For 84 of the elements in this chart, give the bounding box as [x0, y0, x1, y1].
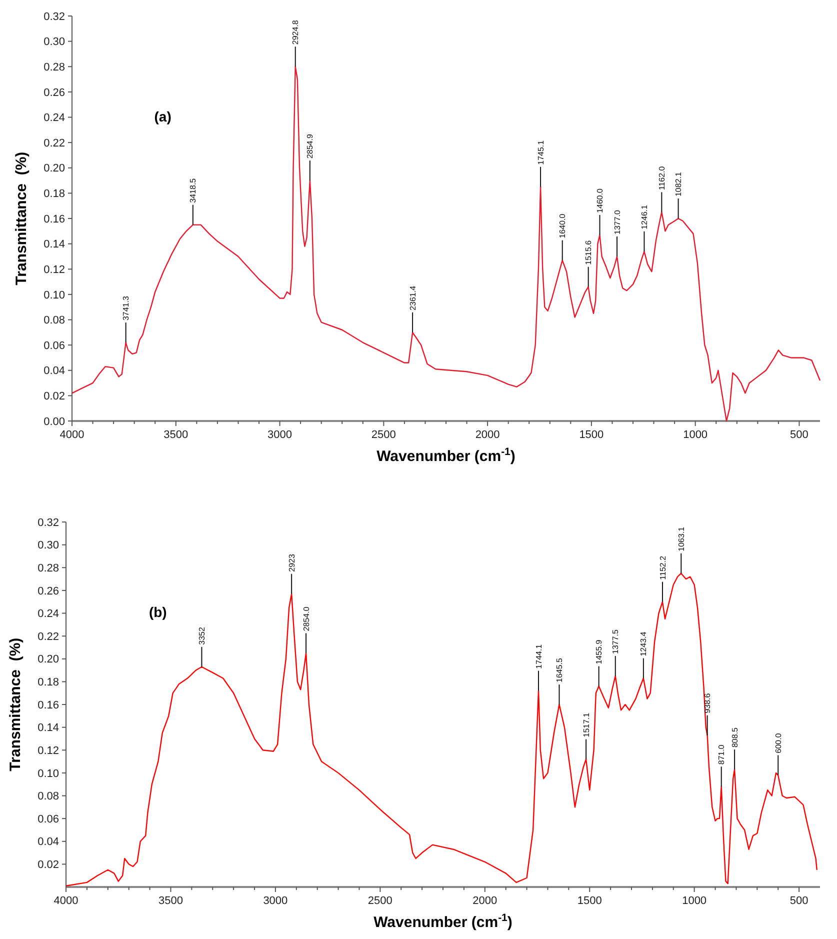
x-tick-label: 1000: [683, 429, 708, 441]
x-tick-label: 4000: [54, 895, 78, 907]
y-tick-label: 0.14: [44, 238, 65, 251]
annotation: 1377.0: [612, 209, 622, 234]
x-tick-label: 1000: [682, 895, 707, 907]
y-tick-label: 0.02: [38, 859, 59, 872]
y-tick-label: 0.32: [44, 10, 65, 23]
annotation: 2854.0: [302, 606, 311, 632]
y-axis-title: Transmittance (%): [13, 152, 30, 286]
y-tick-label: 0.10: [44, 289, 65, 302]
annotation: 1377.5: [611, 628, 620, 654]
annotation: 2924.8: [291, 20, 300, 45]
y-tick-label: 0.26: [44, 86, 65, 99]
x-tick-label: 1500: [577, 895, 602, 907]
x-tick-label: 1500: [579, 429, 604, 441]
annotation: 1152.2: [658, 555, 668, 580]
annotation: 1162.0: [657, 166, 666, 190]
annotation: 3352: [198, 626, 207, 645]
y-tick-label: 0.28: [38, 562, 59, 574]
y-tick-label: 0.20: [38, 654, 59, 666]
annotation: 1745.1: [536, 140, 546, 165]
y-tick-label: 0.28: [44, 61, 65, 74]
text: (a): [154, 108, 172, 124]
y-tick-label: 0.08: [38, 790, 59, 803]
annotation: 2361.4: [408, 285, 418, 310]
x-tick-label: 2000: [472, 895, 498, 907]
x-tick-label: 3000: [263, 895, 288, 907]
y-tick-label: 0.24: [44, 112, 65, 124]
annotation: 1455.9: [594, 639, 604, 664]
y-tick-label: 0.22: [44, 137, 65, 150]
y-tick-label: 0.24: [38, 608, 59, 620]
y-tick-label: 0.16: [38, 699, 59, 712]
annotation: 871.0: [717, 744, 726, 765]
y-axis-title: Transmittance (%): [7, 638, 24, 772]
annotation: 1243.4: [639, 631, 648, 656]
annotation: 938.6: [703, 692, 712, 714]
y-tick-label: 0.02: [44, 390, 65, 403]
y-tick-label: 0.12: [38, 744, 59, 757]
annotation: 1640.0: [558, 213, 568, 238]
x-tick-label: 2500: [371, 429, 396, 441]
y-tick-label: 0.04: [44, 365, 65, 378]
x-tick-label: 3500: [158, 895, 183, 907]
y-tick-label: 0.14: [38, 722, 59, 734]
annotation: 2923: [287, 554, 296, 572]
annotation: 2854.9: [306, 134, 315, 159]
y-tick-label: 0.00: [44, 416, 65, 428]
x-tick-label: 500: [790, 429, 808, 441]
y-tick-label: 0.10: [38, 768, 59, 780]
y-tick-label: 0.06: [38, 813, 59, 826]
y-tick-label: 0.22: [38, 630, 59, 643]
y-tick-label: 0.18: [38, 676, 59, 689]
line-series: [71, 66, 821, 422]
y-tick-label: 0.26: [38, 585, 59, 598]
x-tick-label: 2500: [368, 895, 392, 907]
annotation: 600.0: [774, 732, 783, 754]
y-tick-label: 0.18: [44, 188, 65, 200]
annotation: 1063.1: [676, 526, 686, 552]
y-tick-label: 0.20: [44, 162, 65, 175]
annotation: 3741.3: [122, 296, 131, 321]
y-tick-label: 0.32: [38, 516, 59, 529]
x-tick-label: 3000: [268, 429, 292, 441]
y-tick-label: 0.12: [44, 264, 65, 276]
x-axis-title: Wavenumber (cm$^{-1}$): [374, 912, 512, 931]
y-tick-label: 0.06: [44, 340, 65, 352]
annotation: 1082.1: [674, 171, 684, 196]
y-tick-label: 0.16: [44, 213, 65, 226]
annotation: 808.5: [730, 726, 740, 748]
annotation: 3418.5: [188, 178, 198, 203]
text: (b): [148, 604, 167, 620]
y-tick-label: 0.30: [44, 36, 65, 48]
annotation: 1515.6: [584, 240, 594, 265]
annotation: 1744.1: [534, 644, 544, 669]
x-tick-label: 3500: [164, 429, 188, 441]
annotation: 1645.5: [555, 657, 564, 682]
y-tick-label: 0.04: [38, 836, 59, 848]
x-axis-title: Wavenumber (cm$^{-1}$): [376, 446, 516, 465]
y-tick-label: 0.30: [38, 540, 59, 552]
annotation: 1517.1: [582, 712, 591, 738]
x-tick-label: 4000: [60, 429, 84, 441]
x-tick-label: 500: [790, 895, 808, 907]
annotation: 1246.1: [640, 204, 650, 230]
annotation: 1460.0: [596, 188, 605, 213]
x-tick-label: 2000: [475, 429, 500, 441]
y-tick-label: 0.08: [44, 314, 65, 327]
